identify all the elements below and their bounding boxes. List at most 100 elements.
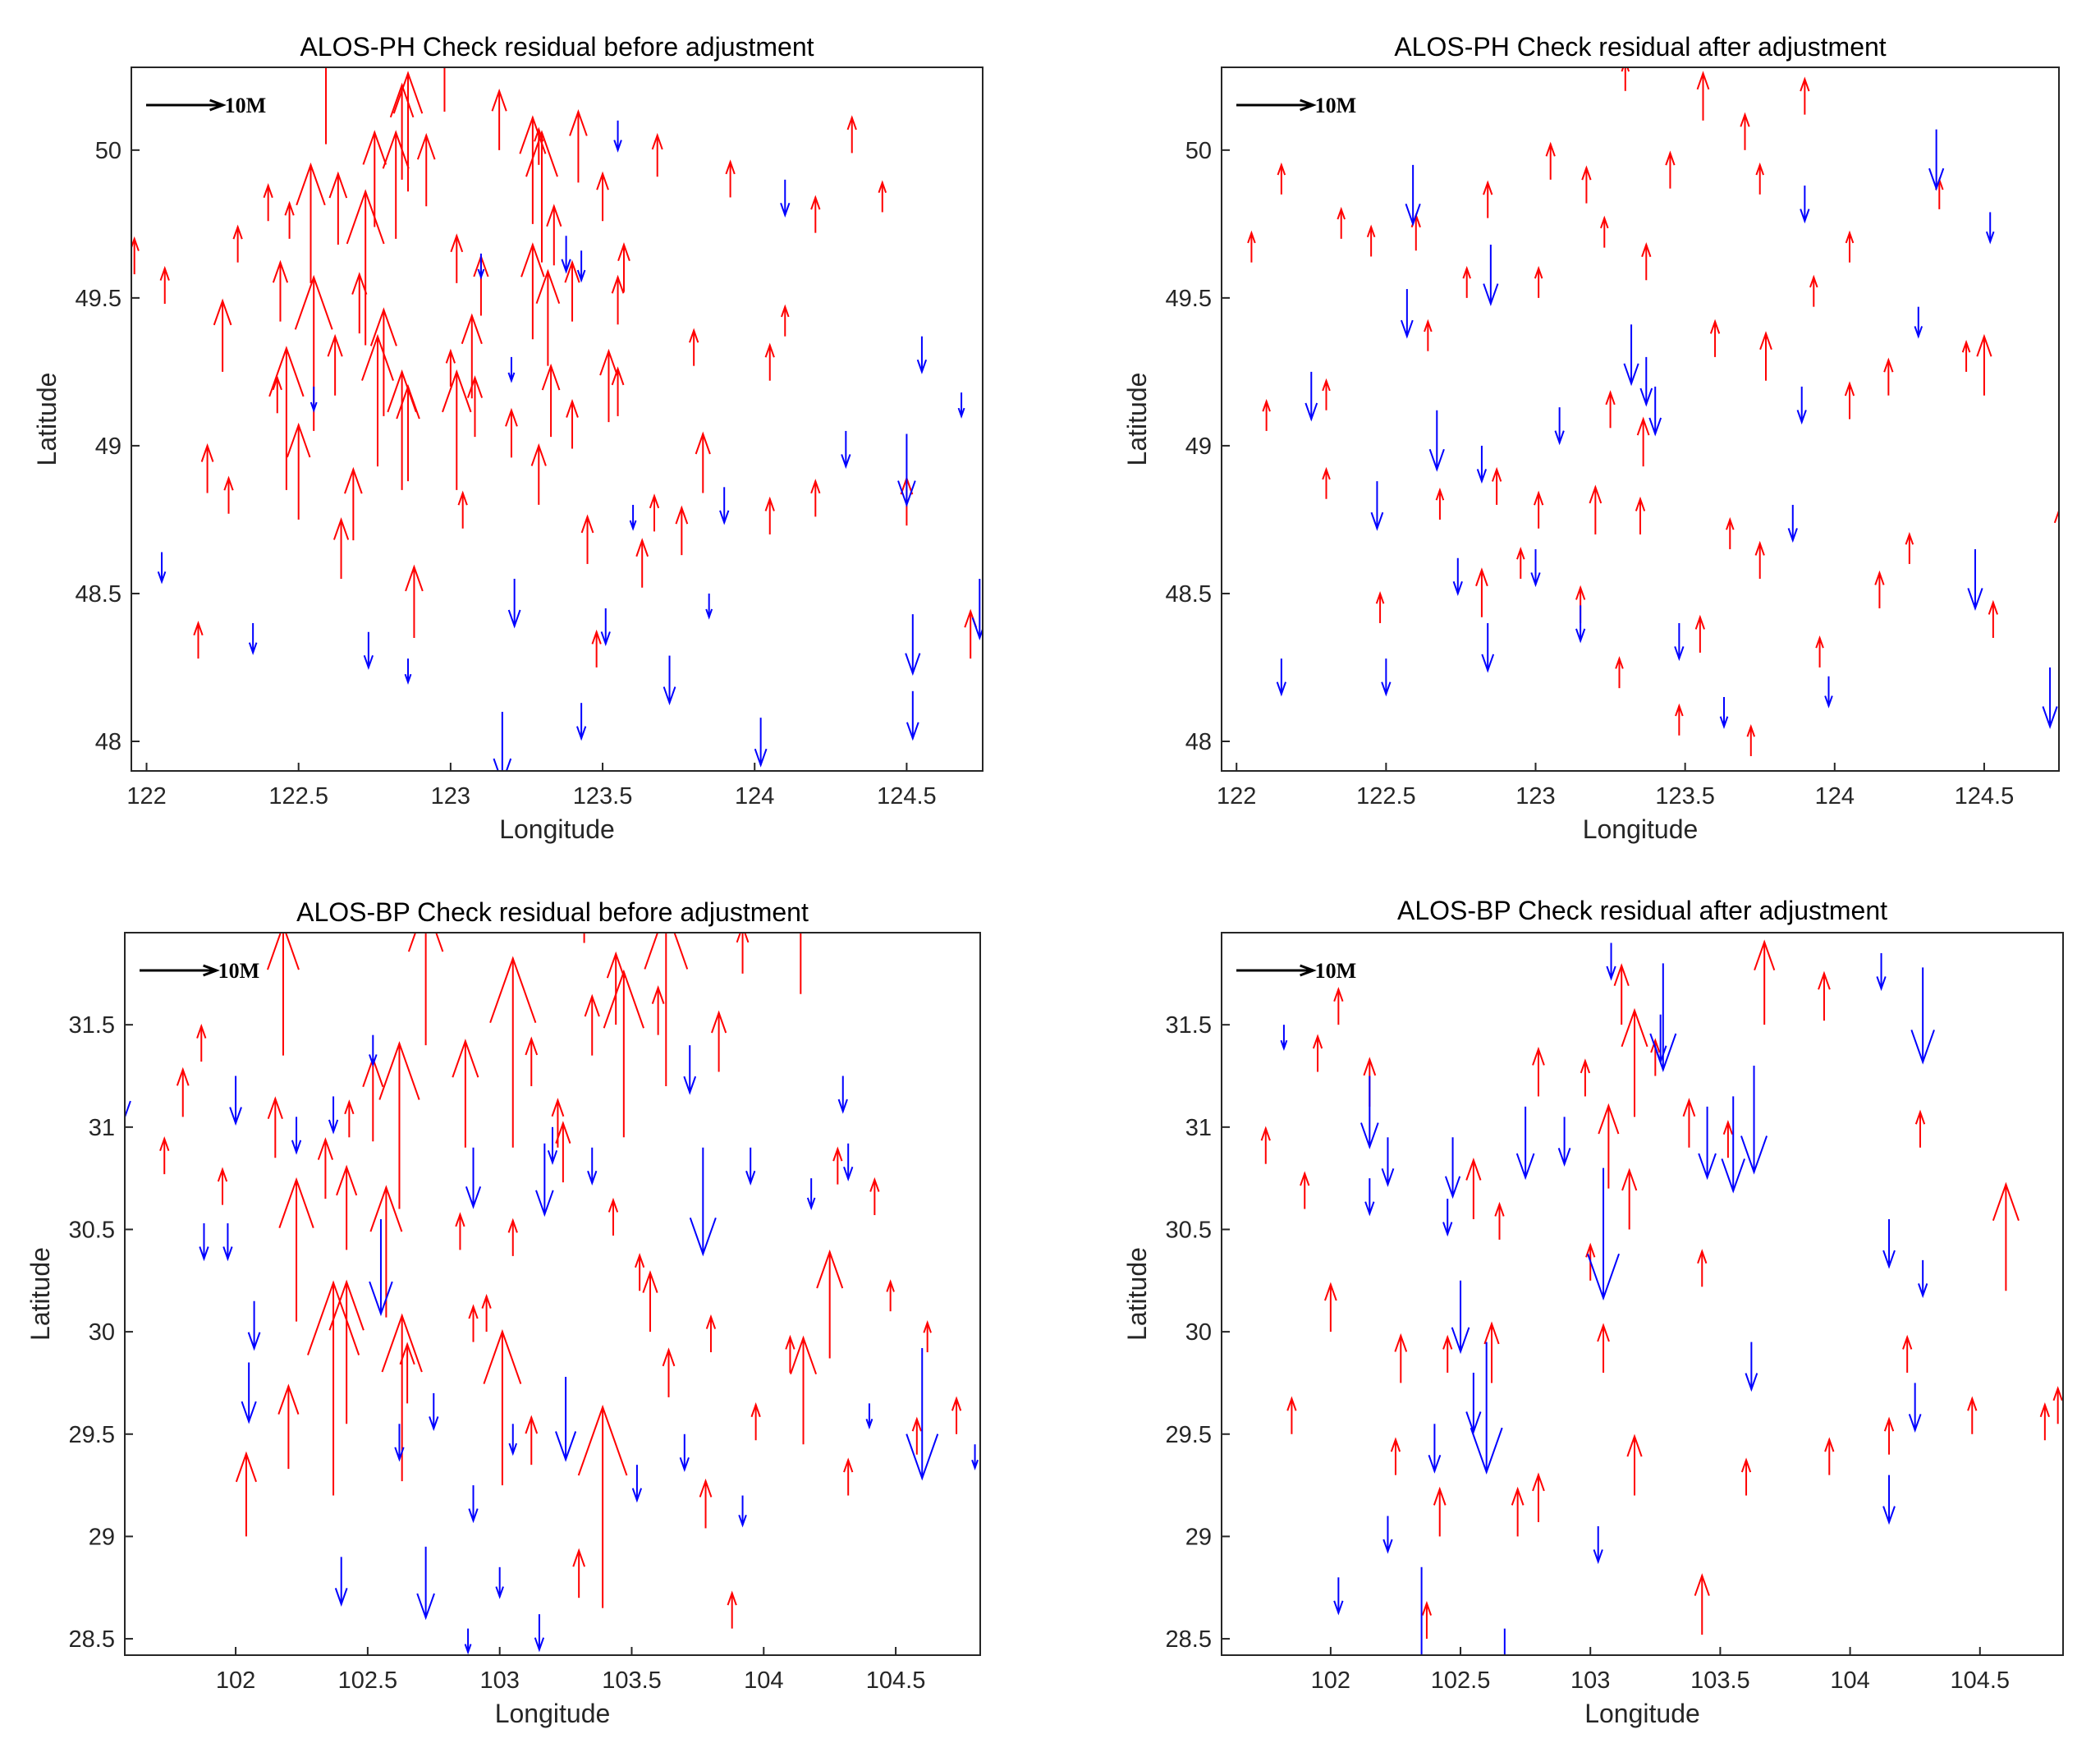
arrow-head	[1598, 1103, 1620, 1135]
arrow-head	[1800, 209, 1810, 224]
arrow-head	[1322, 378, 1331, 392]
arrow-head	[1606, 966, 1616, 981]
residual-arrow-up	[1992, 1181, 2020, 1291]
residual-arrow-up	[675, 505, 689, 556]
residual-arrow-down	[679, 1433, 690, 1472]
residual-arrow-down	[1476, 445, 1488, 484]
arrow-head	[1844, 381, 1855, 397]
arrow-head	[572, 1548, 586, 1567]
residual-arrow-down	[745, 1147, 756, 1186]
arrow-head	[328, 1279, 365, 1331]
axes-frame	[124, 932, 981, 1656]
arrow-head	[591, 629, 602, 644]
arrow-head	[1605, 390, 1616, 406]
arrow-head	[241, 1401, 257, 1424]
y-axis-label: Latitude	[1122, 1247, 1152, 1341]
residual-arrow-up	[525, 1415, 539, 1465]
residual-arrow-down	[1653, 1014, 1667, 1065]
residual-arrow-up	[1709, 319, 1721, 357]
residual-vectors	[131, 67, 983, 771]
arrow-head	[1754, 939, 1776, 970]
arrow-head	[328, 1119, 339, 1135]
arrow-head	[675, 505, 689, 525]
arrow-head	[489, 956, 537, 1024]
arrow-head	[1375, 590, 1385, 604]
x-tick-label: 102	[216, 1667, 255, 1694]
arrow-head	[1370, 511, 1384, 531]
arrow-head	[272, 375, 282, 391]
arrow-head	[642, 1270, 658, 1293]
arrow-head	[1515, 1153, 1535, 1181]
residual-arrow-up	[1545, 141, 1556, 180]
x-tick-label: 123	[1515, 783, 1555, 810]
residual-arrow-up	[1247, 230, 1256, 263]
residual-arrow-down	[971, 1444, 979, 1471]
residual-arrow-up	[603, 969, 644, 1138]
axes-frame	[131, 67, 984, 772]
arrow-head	[455, 1212, 465, 1227]
chart-panel-1: ALOS-PH Check residual before adjustment…	[32, 32, 984, 844]
arrow-head	[1324, 1282, 1337, 1301]
arrow-head	[810, 195, 821, 210]
residual-arrow-down	[534, 1614, 545, 1653]
residual-arrow-up	[689, 328, 699, 366]
arrow-head	[832, 1146, 843, 1162]
residual-arrow-down	[1918, 1259, 1928, 1299]
arrow-head	[1532, 1046, 1545, 1066]
arrow-head	[450, 233, 464, 253]
residual-arrow-up	[1494, 1201, 1505, 1240]
residual-arrow-down	[1370, 481, 1384, 531]
arrow-head	[971, 617, 983, 640]
residual-arrow-down	[1276, 658, 1286, 697]
chart-panel-4: ALOS-BP Check residual after adjustment 1…	[1122, 896, 2064, 1728]
arrow-head	[555, 1431, 577, 1462]
arrow-head	[196, 1023, 207, 1039]
arrow-head	[382, 130, 410, 169]
arrow-head	[736, 933, 750, 943]
residual-arrow-up	[307, 1280, 360, 1496]
residual-arrow-up	[1532, 1046, 1545, 1097]
arrow-head	[407, 933, 444, 952]
residual-arrow-up	[416, 132, 436, 207]
arrow-head	[1475, 567, 1488, 587]
arrow-head	[272, 259, 289, 283]
residual-arrow-up	[1961, 339, 1971, 372]
arrow-head	[1483, 283, 1499, 307]
residual-arrow-up	[369, 307, 397, 416]
arrow-head	[662, 1347, 676, 1367]
residual-arrow-up	[520, 242, 545, 340]
residual-arrow-up	[483, 1328, 522, 1486]
arrow-head	[1511, 1486, 1525, 1506]
arrow-head	[566, 398, 579, 418]
arrow-head	[1914, 1109, 1926, 1125]
arrow-head	[248, 642, 258, 655]
residual-arrow-up	[1740, 1457, 1752, 1496]
residual-arrow-up	[1394, 1332, 1408, 1383]
arrow-head	[369, 1185, 403, 1232]
arrow-head	[869, 1177, 880, 1192]
arrow-head	[600, 631, 611, 647]
residual-arrow-up	[599, 348, 618, 423]
residual-arrow-down	[561, 236, 571, 274]
residual-arrow-up	[878, 180, 887, 213]
arrow-head	[507, 609, 521, 629]
arrow-head	[561, 259, 571, 274]
residual-arrow-up	[1976, 333, 1992, 396]
residual-arrow-down	[1740, 1066, 1768, 1175]
y-tick-label: 31	[89, 1115, 115, 1141]
residual-arrow-up	[369, 1185, 403, 1318]
residual-arrow-down	[229, 1076, 242, 1126]
residual-arrow-down	[1451, 1280, 1470, 1355]
residual-arrow-up	[267, 1096, 283, 1158]
residual-arrow-up	[457, 490, 468, 529]
residual-arrow-down	[157, 552, 167, 585]
arrow-head	[1322, 466, 1331, 480]
residual-arrow-down	[369, 1219, 393, 1317]
chart-panel-2: ALOS-PH Check residual after adjustment 1…	[1122, 32, 2060, 844]
arrow-head	[286, 422, 311, 458]
arrow-head	[1650, 1038, 1661, 1053]
arrow-head	[399, 1342, 415, 1365]
arrow-head	[608, 1197, 619, 1213]
arrow-head	[1621, 1167, 1638, 1191]
residual-arrow-up	[1694, 1573, 1710, 1635]
